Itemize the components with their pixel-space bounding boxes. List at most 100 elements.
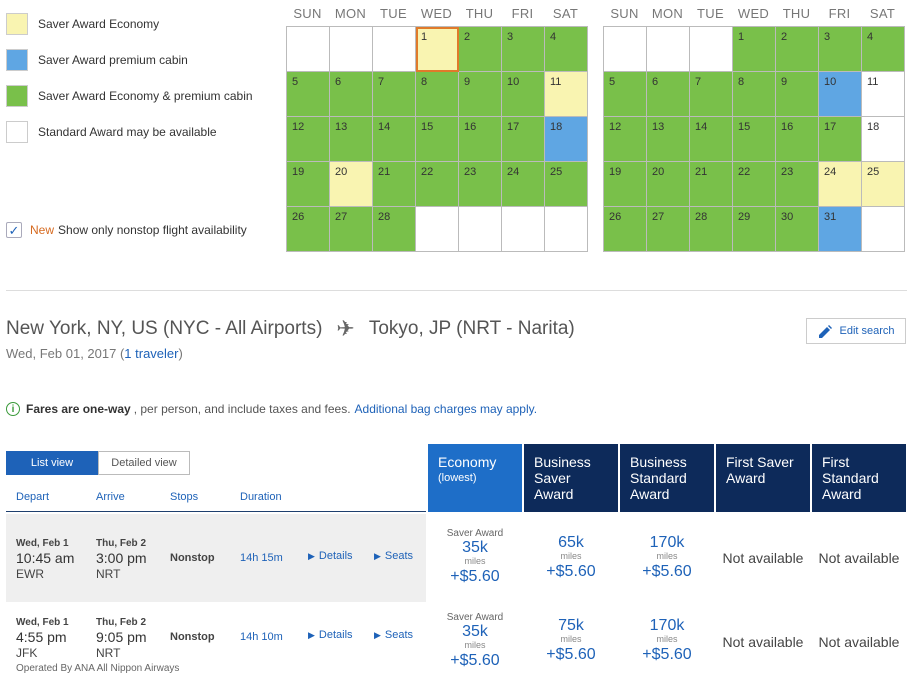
calendar-day[interactable]: 4 (545, 27, 588, 72)
calendar-day[interactable]: 27 (330, 207, 373, 252)
calendar-day[interactable]: 25 (862, 162, 905, 207)
calendar-day[interactable]: 28 (690, 207, 733, 252)
calendar-day[interactable]: 15 (416, 117, 459, 162)
calendar-day[interactable]: 9 (459, 72, 502, 117)
calendar-day[interactable]: 6 (647, 72, 690, 117)
calendar-day[interactable]: 23 (776, 162, 819, 207)
new-tag: New (30, 223, 55, 237)
calendar-day[interactable]: 24 (502, 162, 545, 207)
calendar-day[interactable]: 18 (545, 117, 588, 162)
fare-economy[interactable]: Saver Award 35k miles +$5.60 (428, 514, 522, 602)
calendar-day[interactable]: 10 (502, 72, 545, 117)
calendar-day[interactable]: 6 (330, 72, 373, 117)
calendar-day[interactable]: 21 (690, 162, 733, 207)
calendar-day[interactable]: 3 (502, 27, 545, 72)
calendar-day[interactable]: 8 (733, 72, 776, 117)
seats-link[interactable]: ▶ Seats (374, 550, 413, 562)
calendar-day[interactable]: 12 (604, 117, 647, 162)
calendar-day[interactable]: 16 (776, 117, 819, 162)
calendar-day[interactable]: 22 (733, 162, 776, 207)
calendar-day[interactable]: 26 (287, 207, 330, 252)
calendar-day[interactable]: 3 (819, 27, 862, 72)
travel-date: Wed, Feb 01, 2017 ( (6, 346, 125, 361)
calendar-day[interactable]: 7 (690, 72, 733, 117)
calendar-grid: 1 2 3 4 5 6 7 8 9 10 11 12 13 14 15 16 17 18 19 20 21 22 23 24 2… (603, 26, 905, 252)
calendar-day[interactable]: 23 (459, 162, 502, 207)
fare-header-business-standard[interactable]: Business Standard Award (620, 444, 714, 512)
calendar-day[interactable]: 20 (647, 162, 690, 207)
calendar-day[interactable]: 16 (459, 117, 502, 162)
fare-header-first-standard[interactable]: First Standard Award (812, 444, 906, 512)
calendar-day[interactable]: 2 (459, 27, 502, 72)
calendar-day[interactable]: 1 (416, 27, 459, 72)
info-text: , per person, and include taxes and fees… (133, 402, 351, 416)
edit-search-button[interactable]: Edit search (806, 318, 906, 344)
list-view-button[interactable]: List view (6, 451, 98, 475)
calendar-day[interactable]: 10 (819, 72, 862, 117)
calendar-day[interactable]: 5 (287, 72, 330, 117)
depart-airport: EWR (16, 567, 44, 581)
calendar-day[interactable]: 14 (690, 117, 733, 162)
calendar-day[interactable]: 2 (776, 27, 819, 72)
calendar-day[interactable]: 11 (862, 72, 905, 117)
col-stops[interactable]: Stops (170, 491, 199, 503)
seats-link[interactable]: ▶ Seats (374, 629, 413, 641)
calendar-day[interactable]: 7 (373, 72, 416, 117)
depart-date: Wed, Feb 1 (16, 538, 69, 549)
calendar-day[interactable]: 31 (819, 207, 862, 252)
fare-business-saver[interactable]: 65k miles +$5.60 (524, 514, 618, 602)
calendar-day[interactable]: 25 (545, 162, 588, 207)
calendar-day[interactable]: 5 (604, 72, 647, 117)
calendar-day[interactable]: 19 (604, 162, 647, 207)
travelers-link[interactable]: 1 traveler (124, 346, 179, 361)
calendar-day[interactable]: 1 (733, 27, 776, 72)
fare-header-business-saver[interactable]: Business Saver Award (524, 444, 618, 512)
bag-charges-link[interactable]: Additional bag charges may apply. (354, 402, 538, 416)
calendar-day[interactable]: 27 (647, 207, 690, 252)
fare-economy[interactable]: Saver Award 35k miles +$5.60 (428, 603, 522, 680)
calendar-day[interactable]: 11 (545, 72, 588, 117)
flight-row: Wed, Feb 1 10:45 am EWR Thu, Feb 2 3:00 … (6, 514, 908, 602)
arrive-time: 3:00 pm (96, 550, 147, 566)
calendar-day[interactable]: 24 (819, 162, 862, 207)
calendar-day[interactable]: 21 (373, 162, 416, 207)
calendar-day[interactable]: 14 (373, 117, 416, 162)
nonstop-checkbox[interactable]: ✓ (6, 222, 22, 238)
col-depart[interactable]: Depart (16, 491, 50, 503)
calendar-day[interactable]: 22 (416, 162, 459, 207)
edit-search-label: Edit search (839, 325, 895, 337)
calendar-day[interactable]: 13 (330, 117, 373, 162)
col-arrive[interactable]: Arrive (96, 491, 125, 503)
calendar-day[interactable]: 17 (502, 117, 545, 162)
calendar-day[interactable]: 8 (416, 72, 459, 117)
fare-business-saver[interactable]: 75k miles +$5.60 (524, 603, 618, 680)
fare-header-sub: (lowest) (438, 472, 477, 484)
seats-label: Seats (384, 629, 414, 641)
calendar-day[interactable]: 12 (287, 117, 330, 162)
calendar-blank-cell (604, 27, 647, 72)
col-duration[interactable]: Duration (240, 491, 282, 503)
calendar-day[interactable]: 15 (733, 117, 776, 162)
calendar-day[interactable]: 28 (373, 207, 416, 252)
calendar-day[interactable]: 20 (330, 162, 373, 207)
calendar-day[interactable]: 18 (862, 117, 905, 162)
calendar-day[interactable]: 29 (733, 207, 776, 252)
detailed-view-button[interactable]: Detailed view (98, 451, 190, 475)
calendar-day[interactable]: 17 (819, 117, 862, 162)
calendar-day[interactable]: 13 (647, 117, 690, 162)
legend-saver-both: Saver Award Economy & premium cabin (6, 78, 253, 114)
calendar-day[interactable]: 26 (604, 207, 647, 252)
nonstop-filter[interactable]: ✓ New Show only nonstop flight availabil… (6, 222, 247, 238)
calendar-day[interactable]: 4 (862, 27, 905, 72)
calendar-day[interactable]: 9 (776, 72, 819, 117)
details-link[interactable]: ▶ Details (308, 550, 353, 562)
fare-business-standard[interactable]: 170k miles +$5.60 (620, 514, 714, 602)
calendar-day[interactable]: 30 (776, 207, 819, 252)
details-link[interactable]: ▶ Details (308, 629, 353, 641)
weekday-label: FRI (511, 6, 534, 21)
calendar-day[interactable]: 19 (287, 162, 330, 207)
fare-header-economy[interactable]: Economy (lowest) (428, 444, 522, 512)
fare-first-standard: Not available (812, 603, 906, 680)
fare-business-standard[interactable]: 170k miles +$5.60 (620, 603, 714, 680)
fare-header-first-saver[interactable]: First Saver Award (716, 444, 810, 512)
